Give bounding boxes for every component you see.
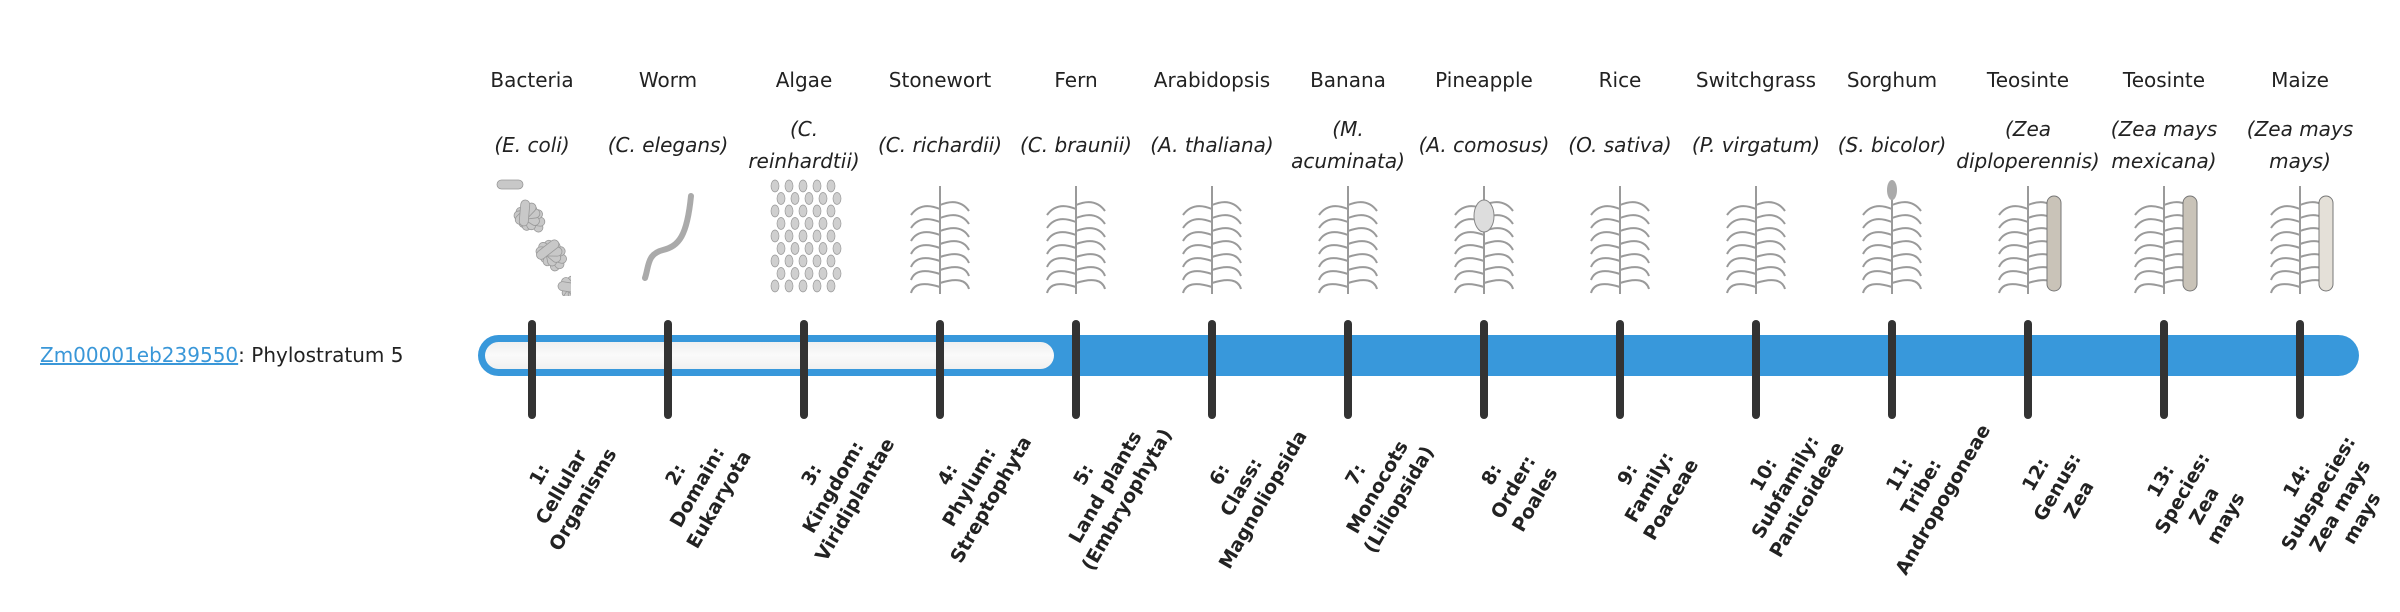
stratum-label: 6: Class: Magnoliopsida xyxy=(1160,382,1325,593)
rice-image xyxy=(1590,186,1650,294)
stratum-tick xyxy=(2024,320,2032,419)
organism-scientific-name: (Zea mays mexicana) xyxy=(2092,112,2236,178)
phylostratum-text: Phylostratum 5 xyxy=(251,343,404,367)
gene-label: Zm00001eb239550: Phylostratum 5 xyxy=(40,342,403,368)
stratum-tick xyxy=(1072,320,1080,419)
scientific-name-text: (A. comosus) xyxy=(1418,133,1550,157)
bacteria-image xyxy=(496,179,571,296)
scientific-name-text: (M. acuminata) xyxy=(1291,117,1405,173)
stratum-tick xyxy=(2296,320,2304,419)
progress-bar-empty-part xyxy=(485,342,1054,369)
scientific-name-text: (Zea mays mays) xyxy=(2246,117,2354,173)
stratum-label: 7: Monocots (Liliopsida) xyxy=(1296,382,1461,593)
organism-scientific-name: (C. richardii) xyxy=(868,112,1012,178)
organism-scientific-name: (M. acuminata) xyxy=(1276,112,1420,178)
scientific-name-text: (E. coli) xyxy=(494,133,570,157)
scientific-name-text: (C. braunii) xyxy=(1020,133,1132,157)
organism-common-name: Teosinte xyxy=(2122,68,2206,92)
organism-scientific-name: (O. sativa) xyxy=(1548,112,1692,178)
stratum-tick xyxy=(664,320,672,419)
scientific-name-text: (S. bicolor) xyxy=(1837,133,1947,157)
organism-scientific-name: (C. elegans) xyxy=(596,112,740,178)
arabidopsis-image xyxy=(1182,186,1242,294)
stratum-tick xyxy=(528,320,536,419)
teosinte-mexicana-image xyxy=(2134,186,2198,294)
organism-common-name: Bacteria xyxy=(490,68,574,92)
stratum-label: 1: Cellular Organisms xyxy=(480,382,645,593)
organism-scientific-name: (S. bicolor) xyxy=(1820,112,1964,178)
pineapple-image xyxy=(1454,186,1514,294)
scientific-name-text: (Zea diploperennis) xyxy=(1956,117,2100,173)
organism-scientific-name: (A. comosus) xyxy=(1412,112,1556,178)
stratum-label: 8: Order: Poales xyxy=(1432,382,1597,593)
stonewort-image xyxy=(910,186,970,294)
organism-scientific-name: (C. braunii) xyxy=(1004,112,1148,178)
organism-common-name: Banana xyxy=(1310,68,1386,92)
organism-common-name: Switchgrass xyxy=(1695,68,1817,92)
stratum-tick xyxy=(1616,320,1624,419)
scientific-name-text: (O. sativa) xyxy=(1568,133,1672,157)
organism-scientific-name: (C. reinhardtii) xyxy=(732,112,876,178)
scientific-name-text: (C. reinhardtii) xyxy=(748,117,860,173)
stratum-label: 11: Tribe: Andropogoneae xyxy=(1840,382,2005,593)
organism-common-name: Rice xyxy=(1598,68,1642,92)
stratum-tick xyxy=(1888,320,1896,419)
organism-scientific-name: (A. thaliana) xyxy=(1140,112,1284,178)
algae-image xyxy=(770,179,842,293)
worm-image xyxy=(642,193,694,281)
stratum-label: 5: Land plants (Embryophyta) xyxy=(1024,382,1189,593)
stratum-tick xyxy=(800,320,808,419)
scientific-name-text: (Zea mays mexicana) xyxy=(2110,117,2218,173)
organism-scientific-name: (E. coli) xyxy=(460,112,604,178)
scientific-name-text: (A. thaliana) xyxy=(1150,133,1274,157)
stratum-label: 9: Family: Poaceae xyxy=(1568,382,1733,593)
stratum-tick xyxy=(1208,320,1216,419)
stratum-tick xyxy=(1752,320,1760,419)
stratum-tick xyxy=(936,320,944,419)
switchgrass-image xyxy=(1726,186,1786,294)
organism-common-name: Fern xyxy=(1054,68,1098,92)
teosinte-image xyxy=(1998,186,2062,294)
organism-common-name: Pineapple xyxy=(1435,68,1533,92)
stratum-label: 4: Phylum: Streptophyta xyxy=(888,382,1053,593)
scientific-name-text: (C. elegans) xyxy=(607,133,729,157)
stratum-tick xyxy=(2160,320,2168,419)
banana-image xyxy=(1318,186,1378,294)
gene-id-link[interactable]: Zm00001eb239550 xyxy=(40,343,239,367)
scientific-name-text: (P. virgatum) xyxy=(1691,133,1821,157)
stratum-label: 10: Subfamily: Panicoideae xyxy=(1704,382,1869,593)
fern-image xyxy=(1046,186,1106,294)
organism-common-name: Algae xyxy=(775,68,833,92)
organism-scientific-name: (Zea mays mays) xyxy=(2228,112,2372,178)
organism-common-name: Stonewort xyxy=(888,68,992,92)
organism-common-name: Worm xyxy=(638,68,698,92)
organism-common-name: Maize xyxy=(2271,68,2329,92)
organism-scientific-name: (Zea diploperennis) xyxy=(1956,112,2100,178)
maize-image xyxy=(2270,186,2334,294)
stratum-tick xyxy=(1480,320,1488,419)
phylostratum-progress-bar xyxy=(478,335,2359,376)
stratum-label: 2: Domain: Eukaryota xyxy=(616,382,781,593)
organism-common-name: Sorghum xyxy=(1846,68,1938,92)
stratum-label: 14: Subspecies: Zea mays mays xyxy=(2237,388,2400,611)
organism-common-name: Teosinte xyxy=(1986,68,2070,92)
scientific-name-text: (C. richardii) xyxy=(877,133,1003,157)
organism-scientific-name: (P. virgatum) xyxy=(1684,112,1828,178)
gene-separator: : xyxy=(238,343,252,367)
sorghum-image xyxy=(1862,180,1922,294)
organism-common-name: Arabidopsis xyxy=(1153,68,1271,92)
stratum-label: 3: Kingdom: Viridiplantae xyxy=(752,382,917,593)
stratum-tick xyxy=(1344,320,1352,419)
